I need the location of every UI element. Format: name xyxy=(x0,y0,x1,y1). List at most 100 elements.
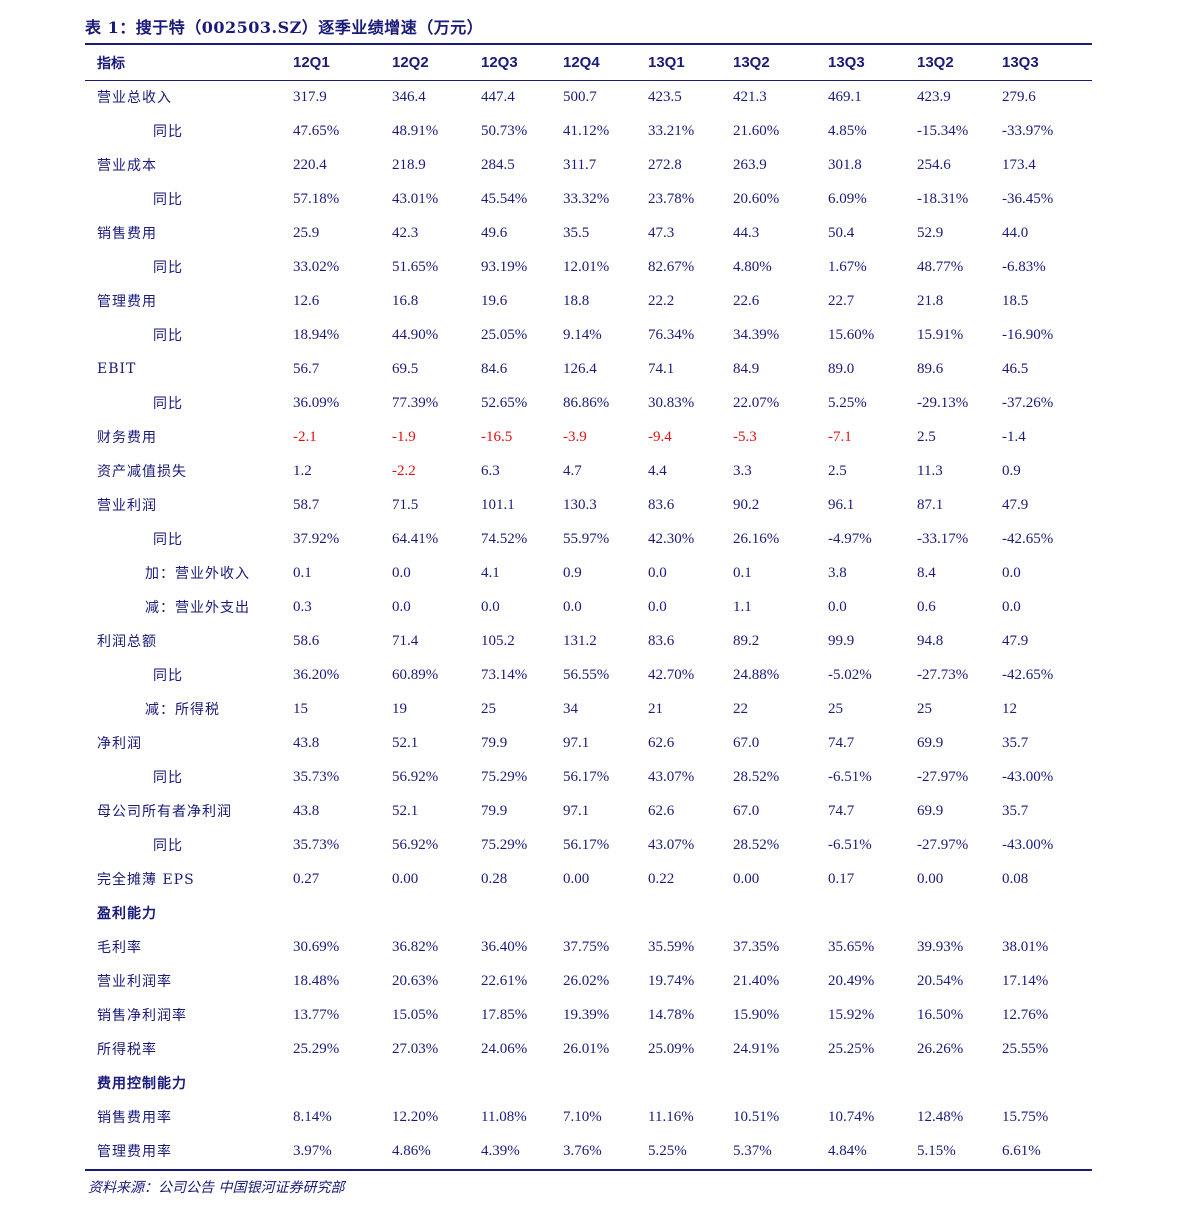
value-cell: 12.20% xyxy=(392,1108,439,1125)
row-label: 利润总额 xyxy=(97,634,157,650)
value-cell: -27.97% xyxy=(917,768,969,785)
value-cell: 34 xyxy=(563,700,578,717)
value-cell: 56.17% xyxy=(563,836,610,853)
row-label: 资产减值损失 xyxy=(97,464,187,480)
value-cell: 4.4 xyxy=(648,462,667,479)
row-label: 销售费用 xyxy=(97,226,157,242)
value-cell: 22.7 xyxy=(828,292,855,309)
value-cell: 469.1 xyxy=(828,88,862,105)
value-cell: 5.25% xyxy=(648,1142,687,1159)
value-cell: 105.2 xyxy=(481,632,515,649)
value-cell: -29.13% xyxy=(917,394,969,411)
row-label: 同比 xyxy=(153,328,183,344)
value-cell: 33.02% xyxy=(293,258,340,275)
value-cell: 20.54% xyxy=(917,972,964,989)
value-cell: 6.61% xyxy=(1002,1142,1041,1159)
value-cell: 44.90% xyxy=(392,326,439,343)
value-cell: 2.5 xyxy=(917,428,936,445)
value-cell: -2.2 xyxy=(392,462,416,479)
value-cell: 87.1 xyxy=(917,496,944,513)
table-row: 营业利润 58.7 71.5 101.1 130.3 83.6 90.2 96.1 87.1 47… xyxy=(85,488,1092,522)
value-cell: 28.52% xyxy=(733,768,780,785)
value-cell: 126.4 xyxy=(563,360,597,377)
value-cell: -42.65% xyxy=(1002,666,1054,683)
value-cell: 62.6 xyxy=(648,734,675,751)
value-cell: 0.08 xyxy=(1002,870,1029,887)
row-label: EBIT xyxy=(97,361,137,377)
value-cell: 421.3 xyxy=(733,88,767,105)
value-cell: 220.4 xyxy=(293,156,327,173)
row-label: 营业总收入 xyxy=(97,90,172,106)
value-cell: 1.67% xyxy=(828,258,867,275)
value-cell: 47.65% xyxy=(293,122,340,139)
value-cell: 99.9 xyxy=(828,632,855,649)
value-cell xyxy=(1002,1066,1092,1100)
value-cell: 43.07% xyxy=(648,768,695,785)
value-cell: -6.51% xyxy=(828,836,872,853)
value-cell: -6.83% xyxy=(1002,258,1046,275)
value-cell: 56.55% xyxy=(563,666,610,683)
value-cell: 22.6 xyxy=(733,292,760,309)
row-label: 营业利润 xyxy=(97,498,157,514)
value-cell: 5.37% xyxy=(733,1142,772,1159)
value-cell: 41.12% xyxy=(563,122,610,139)
value-cell: 47.9 xyxy=(1002,496,1029,513)
value-cell: 20.60% xyxy=(733,190,780,207)
table-row: 母公司所有者净利润 43.8 52.1 79.9 97.1 62.6 67.0 74.7 69.… xyxy=(85,794,1092,828)
value-cell: 74.52% xyxy=(481,530,528,547)
value-cell: 36.09% xyxy=(293,394,340,411)
value-cell: 93.19% xyxy=(481,258,528,275)
value-cell: 0.9 xyxy=(1002,462,1021,479)
value-cell: 0.00 xyxy=(392,870,419,887)
value-cell: 0.0 xyxy=(563,598,582,615)
value-cell xyxy=(392,896,481,930)
section-row: 费用控制能力 xyxy=(85,1066,1092,1100)
value-cell: 500.7 xyxy=(563,88,597,105)
value-cell: 24.88% xyxy=(733,666,780,683)
value-cell: 43.8 xyxy=(293,802,320,819)
value-cell: 4.7 xyxy=(563,462,582,479)
value-cell: 0.0 xyxy=(1002,598,1021,615)
value-cell: 22.2 xyxy=(648,292,675,309)
value-cell: 35.73% xyxy=(293,768,340,785)
row-label: 同比 xyxy=(153,532,183,548)
value-cell: 5.25% xyxy=(828,394,867,411)
value-cell: 74.1 xyxy=(648,360,675,377)
row-label: 营业成本 xyxy=(97,158,157,174)
value-cell: 0.17 xyxy=(828,870,855,887)
value-cell: 35.59% xyxy=(648,938,695,955)
value-cell: 30.69% xyxy=(293,938,340,955)
value-cell: 284.5 xyxy=(481,156,515,173)
value-cell: 84.9 xyxy=(733,360,760,377)
value-cell xyxy=(293,1066,392,1100)
table-row: 净利润 43.8 52.1 79.9 97.1 62.6 67.0 74.7 69.9 35.7 xyxy=(85,726,1092,760)
header-cell: 12Q3 xyxy=(481,54,518,71)
value-cell: 2.5 xyxy=(828,462,847,479)
value-cell: 18.5 xyxy=(1002,292,1029,309)
value-cell: 301.8 xyxy=(828,156,862,173)
value-cell: 75.29% xyxy=(481,768,528,785)
value-cell: 0.0 xyxy=(648,598,667,615)
value-cell: 25.09% xyxy=(648,1040,695,1057)
value-cell: -33.17% xyxy=(917,530,969,547)
value-cell: -27.73% xyxy=(917,666,969,683)
value-cell: 25.05% xyxy=(481,326,528,343)
value-cell: 52.65% xyxy=(481,394,528,411)
value-cell: 69.9 xyxy=(917,734,944,751)
value-cell xyxy=(733,1066,828,1100)
row-label: 同比 xyxy=(153,192,183,208)
value-cell xyxy=(481,896,563,930)
value-cell: 12.6 xyxy=(293,292,320,309)
value-cell: 35.73% xyxy=(293,836,340,853)
value-cell: 19 xyxy=(392,700,407,717)
header-cell: 13Q2 xyxy=(917,54,954,71)
value-cell: -6.51% xyxy=(828,768,872,785)
header-cell: 指标 xyxy=(97,55,125,72)
value-cell: 8.4 xyxy=(917,564,936,581)
value-cell: 24.06% xyxy=(481,1040,528,1057)
table-body: 营业总收入 317.9 346.4 447.4 500.7 423.5 421.3 469.1… xyxy=(85,80,1092,1168)
value-cell: 36.40% xyxy=(481,938,528,955)
row-label: 财务费用 xyxy=(97,430,157,446)
value-cell: 6.3 xyxy=(481,462,500,479)
value-cell: 48.77% xyxy=(917,258,964,275)
